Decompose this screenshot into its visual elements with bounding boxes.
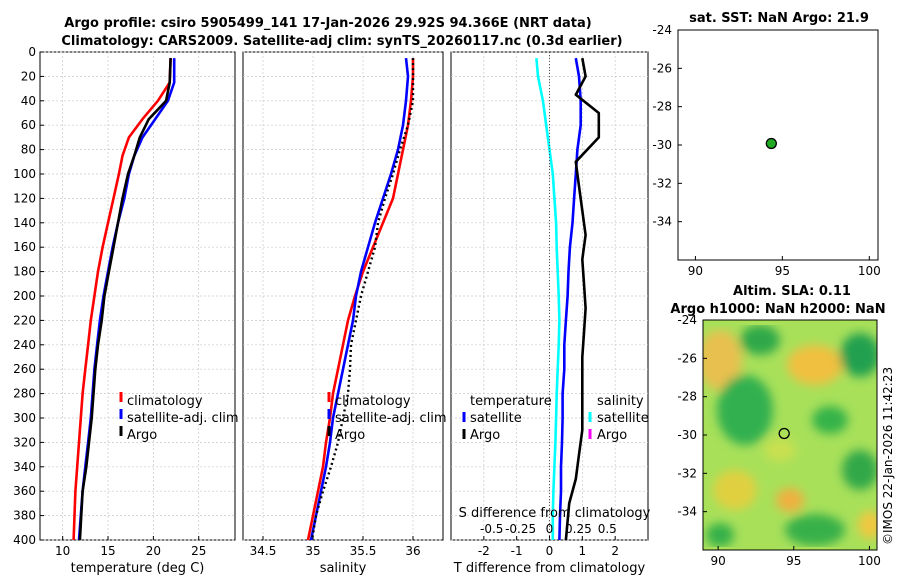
temperature-profile-panel: 10 15 20 25 0 20 40 60 80 100 120 140 160 180 200 220 24… xyxy=(13,45,239,576)
series-line-t-argo xyxy=(564,57,601,541)
x-axis-label: salinity xyxy=(320,561,367,576)
y-tick-label: -30 xyxy=(652,138,672,152)
series-line-t-satellite xyxy=(558,57,583,541)
y-tick-label: 200 xyxy=(13,289,36,303)
salinity-tick-label: 0.25 xyxy=(565,522,592,536)
legend-label: Argo xyxy=(127,428,157,443)
sla-map-panel: 90 95 100 -24 -26 -28 -30 -32 -34 Altim. SLA: 0.1… xyxy=(670,284,885,568)
x-tick-label: 0 xyxy=(546,544,554,558)
x-axis-label: T difference from climatology xyxy=(453,561,646,576)
sst-map-title: sat. SST: NaN Argo: 21.9 xyxy=(689,11,869,26)
y-tick-label: 0 xyxy=(28,45,36,59)
sla-map-frame xyxy=(702,319,878,551)
y-tick-label: 40 xyxy=(21,94,36,108)
y-tick-label: 20 xyxy=(21,69,36,83)
x-tick-label: 90 xyxy=(710,554,725,568)
sla-heatmap-field xyxy=(703,320,877,550)
y-tick-label: -26 xyxy=(652,61,672,75)
x-tick-label: 20 xyxy=(146,544,161,558)
x-tick-label: -1 xyxy=(511,544,523,558)
x-tick-label: 25 xyxy=(191,544,206,558)
y-tick-label: -32 xyxy=(677,466,697,480)
x-axis-label: temperature (deg C) xyxy=(71,561,205,576)
argo-location-marker xyxy=(765,137,777,150)
y-tick-label: 80 xyxy=(21,143,36,157)
y-tick-label: 380 xyxy=(13,509,36,523)
series-line-satellite-adj-clim xyxy=(309,57,410,541)
sst-map-frame xyxy=(677,29,879,261)
footer-stamp: ©IMOS 22-Jan-2026 11:42:23 xyxy=(881,367,895,545)
series-line-argo xyxy=(310,58,415,541)
x-tick-label: 34.5 xyxy=(250,544,277,558)
legend-label: satellite xyxy=(470,411,522,426)
series-line-s-satellite xyxy=(535,57,561,540)
legend-title: temperature xyxy=(470,394,552,409)
x-tick-label: 35.5 xyxy=(350,544,377,558)
x-tick-label: 35 xyxy=(305,544,320,558)
y-tick-label: 160 xyxy=(13,240,36,254)
y-tick-label: -24 xyxy=(677,313,697,327)
y-tick-label: 400 xyxy=(13,533,36,547)
legend-label: satellite xyxy=(597,411,649,426)
salinity-profile-panel: 34.5 35 35.5 36 salinity climatology satellite… xyxy=(242,51,447,576)
y-tick-label: -28 xyxy=(652,100,672,114)
argo-location-marker xyxy=(778,427,790,440)
difference-profile-panel: -2 -1 0 1 2 T difference from climatology S di… xyxy=(450,51,651,576)
y-tick-label: -28 xyxy=(677,390,697,404)
y-tick-label: -32 xyxy=(652,176,672,190)
sla-map-title: Altim. SLA: 0.11 xyxy=(733,284,851,299)
sla-map-subtitle: Argo h1000: NaN h2000: NaN xyxy=(670,302,885,317)
x-tick-label: 10 xyxy=(55,544,70,558)
y-tick-label: 320 xyxy=(13,435,36,449)
x-tick-label: 2 xyxy=(611,544,619,558)
x-tick-label: 1 xyxy=(579,544,587,558)
legend-label: Argo xyxy=(470,428,500,443)
y-tick-label: 360 xyxy=(13,484,36,498)
legend-label: satellite-adj. clim xyxy=(335,411,447,426)
y-tick-label: 120 xyxy=(13,191,36,205)
title-line-2: Climatology: CARS2009. Satellite-adj cli… xyxy=(61,34,622,49)
sst-map-panel: 90 95 100 -24 -26 -28 -30 -32 -34 sat. SST: NaN A… xyxy=(652,11,880,278)
y-tick-label: -34 xyxy=(652,215,672,229)
y-tick-label: 220 xyxy=(13,313,36,327)
y-tick-label: 340 xyxy=(13,460,36,474)
legend-label: climatology xyxy=(127,394,203,409)
y-tick-label: -34 xyxy=(677,505,697,519)
y-tick-label: -24 xyxy=(652,23,672,37)
x-tick-label: 100 xyxy=(858,264,881,278)
x-tick-label: 15 xyxy=(100,544,115,558)
y-tick-label: 180 xyxy=(13,265,36,279)
y-tick-label: 140 xyxy=(13,216,36,230)
x-tick-label: 90 xyxy=(688,264,703,278)
y-tick-label: 100 xyxy=(13,167,36,181)
title-line-1: Argo profile: csiro 5905499_141 17-Jan-2… xyxy=(64,16,591,31)
salinity-tick-label: 0.5 xyxy=(598,522,617,536)
y-tick-label: -26 xyxy=(677,351,697,365)
legend-label: climatology xyxy=(335,394,411,409)
legend-label: Argo xyxy=(597,428,627,443)
x-tick-label: 95 xyxy=(775,264,790,278)
chart-panels: 10 15 20 2502040608010012014016018020022024… xyxy=(13,11,885,576)
y-tick-label: 260 xyxy=(13,362,36,376)
y-tick-label: 60 xyxy=(21,118,36,132)
legend-label: satellite-adj. clim xyxy=(127,411,239,426)
x-tick-label: -2 xyxy=(478,544,490,558)
salinity-axis-label: S difference from climatology xyxy=(459,506,651,521)
series-line-argo xyxy=(78,58,172,541)
x-tick-label: 100 xyxy=(858,554,881,568)
series-line-climatology xyxy=(72,58,172,541)
y-tick-label: 300 xyxy=(13,411,36,425)
x-tick-label: 36 xyxy=(405,544,420,558)
salinity-tick-label: -0.5 xyxy=(480,522,503,536)
y-tick-label: 240 xyxy=(13,338,36,352)
legend-title: salinity xyxy=(597,394,644,409)
salinity-tick-label: -0.25 xyxy=(505,522,536,536)
x-tick-label: 95 xyxy=(786,554,801,568)
sst-map-background xyxy=(678,30,878,260)
y-tick-label: -30 xyxy=(677,428,697,442)
y-tick-label: 280 xyxy=(13,387,36,401)
legend-label: Argo xyxy=(335,428,365,443)
salinity-tick-label: 0 xyxy=(546,522,554,536)
